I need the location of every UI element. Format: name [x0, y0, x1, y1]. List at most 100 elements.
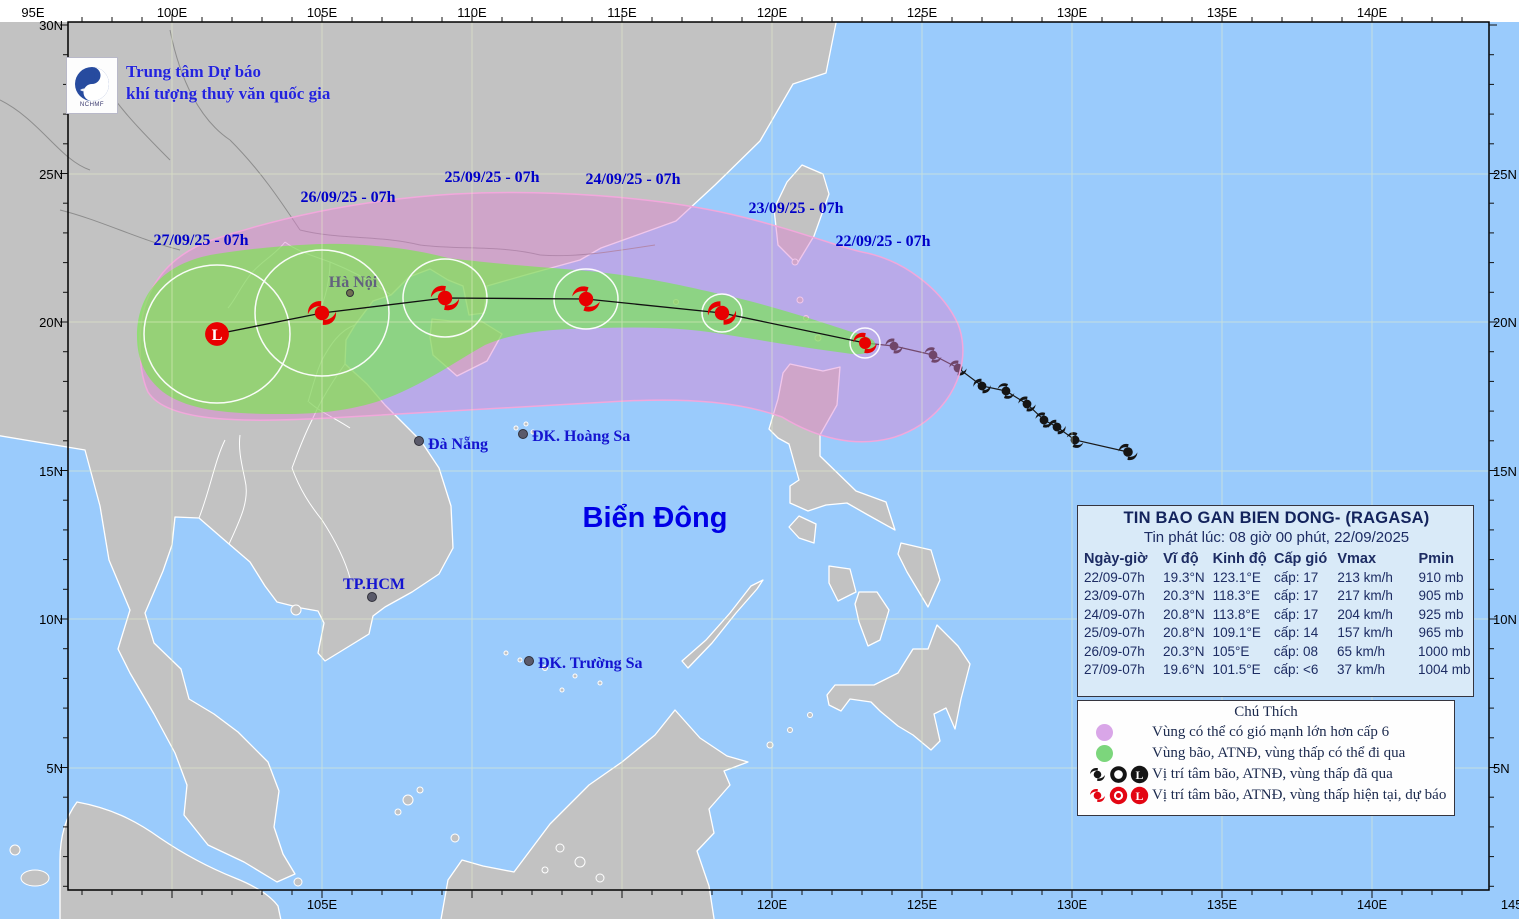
info-cell: 27/09-07h	[1084, 662, 1145, 677]
track-date-label: 26/09/25 - 07h	[300, 189, 395, 206]
agency-header: NCHMF Trung tâm Dự báo khí tượng thuỷ vă…	[66, 57, 330, 114]
place-label: ĐK. Trường Sa	[538, 655, 643, 672]
info-cell: 105°E	[1212, 643, 1250, 659]
axis-label-left: 30N	[39, 18, 63, 33]
forecast-track-line	[216, 297, 866, 344]
info-cell: 20.3°N	[1163, 588, 1205, 603]
axis-label-bottom: 135E	[1207, 897, 1238, 912]
place-label: ĐK. Hoàng Sa	[532, 428, 630, 445]
info-cell: 26/09-07h	[1084, 643, 1145, 659]
top-margin	[0, 0, 1519, 22]
track-date-label: 24/09/25 - 07h	[585, 171, 680, 188]
axis-label-left: 10N	[39, 612, 63, 627]
land-samar	[897, 542, 941, 608]
place-label: TP.HCM	[343, 576, 405, 593]
legend-item-icons	[1078, 765, 1152, 784]
past-track	[864, 338, 1138, 461]
info-cell: cấp: 17	[1274, 606, 1319, 622]
place-dot	[414, 436, 424, 446]
legend-title: Chú Thích	[1234, 704, 1298, 720]
current-symbol-icon	[1088, 786, 1107, 805]
info-cell: 19.3°N	[1163, 569, 1205, 585]
axis-label-top: 110E	[457, 5, 487, 20]
map-frame	[67, 21, 1490, 891]
axis-label-top: 140E	[1357, 5, 1388, 20]
axis-label-left: 15N	[39, 464, 63, 479]
info-data-row: 23/09-07h 20.3°N 118.3°E cấp: 17 217 km/h 905…	[1084, 587, 1469, 606]
place-dot	[367, 592, 377, 602]
info-issued-time: Tin phát lúc: 08 giờ 00 phút, 22/09/2025	[1143, 529, 1410, 546]
info-cell: cấp: 17	[1274, 569, 1319, 585]
track-date-label: 23/09/25 - 07h	[748, 200, 843, 217]
info-cell: 25/09-07h	[1084, 625, 1145, 640]
axis-label-top: 135E	[1207, 5, 1238, 20]
info-cell: 925 mb	[1418, 606, 1464, 622]
place-dot	[518, 429, 528, 439]
legend-item-icons	[1078, 786, 1152, 805]
info-data-row: 27/09-07h 19.6°N 101.5°E cấp: <6 37 km/h 1004…	[1084, 661, 1471, 680]
info-cell: 19.6°N	[1163, 662, 1205, 677]
past-symbol-icon	[1109, 765, 1128, 784]
legend-item-label: Vùng có thể có gió mạnh lớn hơn cấp 6	[1152, 723, 1390, 740]
axis-label-bottom: 120E	[757, 897, 788, 912]
axis-label-left: 5N	[46, 761, 63, 776]
info-data-row: 24/09-07h 20.8°N 113.8°E cấp: 17 204 km/h 925…	[1084, 606, 1469, 625]
axis-label-top: 125E	[907, 5, 938, 20]
past-symbol-icon	[1130, 765, 1149, 784]
info-cell: 213 km/h	[1337, 569, 1393, 585]
axis-label-left: 20N	[39, 315, 63, 330]
forecast-low-icon	[205, 322, 229, 346]
axis-label-right: 25N	[1493, 167, 1517, 182]
place-label: Đà Nẵng	[428, 436, 488, 453]
info-data-row: 26/09-07h 20.3°N 105°E cấp: 08 65 km/h 1000 m…	[1084, 643, 1471, 662]
axis-label-bottom: 140E	[1357, 897, 1388, 912]
place-label: Hà Nội	[329, 274, 378, 291]
info-cell: 910 mb	[1418, 569, 1464, 585]
legend-item-label: Vùng bão, ATNĐ, vùng thấp có thể đi qua	[1152, 744, 1406, 761]
legend-zone-swatch	[1096, 723, 1113, 741]
info-cell: cấp: 17	[1274, 588, 1319, 603]
axis-label-bottom: 125E	[907, 897, 938, 912]
axis-label-bottom: 105E	[307, 897, 338, 912]
axis-label-left: 25N	[39, 167, 63, 182]
land-panay	[828, 565, 857, 602]
uncertainty-circle	[701, 293, 743, 333]
uncertainty-circle	[254, 249, 390, 377]
legend-item-label: Vị trí tâm bão, ATNĐ, vùng thấp đã qua	[1152, 765, 1393, 782]
land-mindanao	[826, 624, 971, 751]
forecast-uncertainty-circles	[143, 249, 881, 404]
info-cell: 905 mb	[1418, 588, 1464, 603]
legend-item: Vị trí tâm bão, ATNĐ, vùng thấp hiện tại…	[1078, 785, 1454, 805]
uncertainty-circle	[143, 264, 291, 404]
info-cell: 204 km/h	[1337, 606, 1393, 622]
axis-label-top: 100E	[157, 5, 188, 20]
nchmf-logo-text: NCHMF	[79, 101, 105, 108]
axis-label-bottom: 145E	[1501, 897, 1519, 912]
info-cell: cấp: <6	[1273, 662, 1319, 677]
info-cell: 101.5°E	[1212, 662, 1261, 677]
legend-item: Vùng bão, ATNĐ, vùng thấp có thể đi qua	[1078, 743, 1454, 763]
small-islands	[9, 258, 822, 887]
axis-label-top: 115E	[607, 5, 637, 20]
place-labels: Hà Nội Đà Nẵng ĐK. Hoàng Sa TP.HCM ĐK. Trườn…	[329, 274, 728, 672]
info-col-header: Cấp gió	[1274, 551, 1328, 567]
axis-label-top: 95E	[21, 5, 44, 20]
info-cell: 113.8°E	[1212, 606, 1260, 622]
legend-item-icons	[1078, 744, 1152, 762]
axis-label-right: 20N	[1493, 315, 1517, 330]
axis-labels: 95E 100E 105E 110E 115E 120E 125E 130E 135E 140E 3…	[21, 5, 1516, 776]
info-cell: 965 mb	[1418, 625, 1464, 640]
info-cell: 217 km/h	[1337, 588, 1393, 603]
info-cell: 109.1°E	[1212, 625, 1261, 640]
agency-name-line1: Trung tâm Dự báo	[126, 62, 262, 81]
agency-name: Trung tâm Dự báo khí tượng thuỷ văn quốc…	[126, 57, 330, 105]
land-borneo	[440, 709, 749, 919]
info-col-header: Pmin	[1418, 551, 1454, 567]
info-cell: cấp: 14	[1274, 625, 1319, 640]
storm-info-panel: TIN BAO GAN BIEN DONG- (RAGASA) Tin phát…	[1077, 505, 1474, 697]
agency-name-line2: khí tượng thuỷ văn quốc gia	[126, 84, 331, 103]
legend-item: Vị trí tâm bão, ATNĐ, vùng thấp đã qua	[1078, 764, 1454, 784]
info-data-row: 22/09-07h 19.3°N 123.1°E cấp: 17 213 km/h 910…	[1084, 569, 1469, 588]
